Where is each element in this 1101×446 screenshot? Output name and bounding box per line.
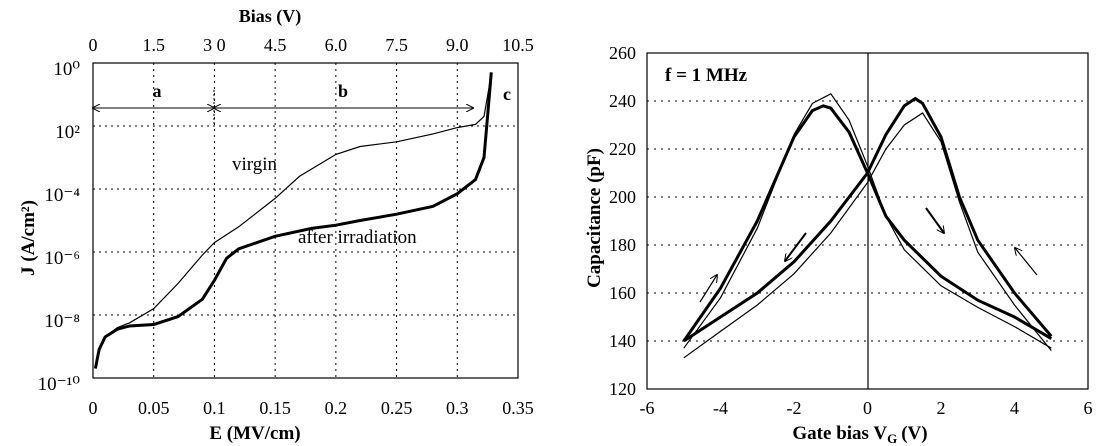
y-tick-label: 140 <box>609 331 636 351</box>
top-axis-label: Bias (V) <box>239 6 302 27</box>
cv-curve-3 <box>683 93 1052 349</box>
sweep-arrow-up-right <box>1015 248 1038 276</box>
left-plot-frame <box>92 62 519 379</box>
x-tick-label: 0.15 <box>259 398 291 418</box>
y-axis-label-capacitance: Capacitance (pF) <box>584 148 605 288</box>
sweep-arrow-down-right <box>925 207 944 233</box>
x-tick-label: 0.1 <box>203 398 226 418</box>
region-label-c: c <box>503 84 511 104</box>
y-tick-label: 10⁻⁶ <box>44 248 80 269</box>
right-chart: Capacitance (pF) Gate bias VG (V) 120 140 1… <box>584 43 1093 446</box>
top-tick-label: 4.5 <box>264 35 287 55</box>
x-tick-label: 0 <box>89 398 98 418</box>
top-tick-label: 0 <box>89 35 98 55</box>
series-virgin-line <box>94 72 492 369</box>
y-tick-label: 180 <box>609 235 636 255</box>
cv-curve-1 <box>682 104 1053 342</box>
x-tick-label: -2 <box>787 398 802 418</box>
x-tick-label: 0 <box>863 398 872 418</box>
sweep-arrow-down-left <box>785 232 807 261</box>
series-after-irradiation-line <box>93 72 493 369</box>
y-tick-label: 120 <box>609 379 636 399</box>
top-tick-label: 3 0 <box>203 35 226 55</box>
x-axis-label: E (MV/cm) <box>209 423 300 444</box>
x-tick-label: 0.35 <box>502 398 534 418</box>
annotation-after-irradiation: after irradiation <box>298 227 417 248</box>
x-axis-label-gate-bias: Gate bias VG (V) <box>792 423 927 446</box>
top-tick-label: 9.0 <box>446 35 469 55</box>
top-tick-label: 1.5 <box>142 35 165 55</box>
x-tick-label: 0.3 <box>446 398 469 418</box>
top-tick-label: 6.0 <box>325 35 348 55</box>
top-tick-label: 10.5 <box>502 35 534 55</box>
x-tick-label: 0.2 <box>325 398 348 418</box>
y-tick-label: 10⁻⁸ <box>44 311 80 332</box>
y-tick-label: 200 <box>609 187 636 207</box>
x-tick-label: 2 <box>937 398 946 418</box>
y-tick-label: 10⁻¹⁰ <box>38 374 81 395</box>
y-tick-label: 240 <box>609 91 636 111</box>
cv-curve-4 <box>683 112 1052 359</box>
y-tick-label: 10⁰ <box>53 59 80 80</box>
left-chart: Bias (V) E (MV/cm) J (A/cm²) 0 0 0.05 1.5 0.… <box>18 6 534 444</box>
region-label-b: b <box>338 81 348 101</box>
x-tick-label: 4 <box>1010 398 1019 418</box>
sweep-arrow-up-left <box>699 275 717 303</box>
x-tick-label: 6 <box>1084 398 1093 418</box>
region-label-a: a <box>153 81 162 101</box>
cv-curve-2 <box>682 96 1053 343</box>
y-axis-label: J (A/cm²) <box>18 200 39 276</box>
x-tick-label: 0.05 <box>138 398 170 418</box>
y-tick-label: 10⁻⁴ <box>44 185 80 206</box>
frequency-annotation: f = 1 MHz <box>665 65 748 86</box>
y-tick-label: 220 <box>609 139 636 159</box>
annotation-virgin: virgin <box>232 154 278 175</box>
y-tick-label: 260 <box>609 43 636 63</box>
y-tick-label: 10² <box>55 122 80 143</box>
x-tick-label: -6 <box>640 398 655 418</box>
top-tick-label: 7.5 <box>385 35 408 55</box>
x-tick-label: 0.25 <box>381 398 413 418</box>
x-tick-label: -4 <box>713 398 728 418</box>
y-tick-label: 160 <box>609 283 636 303</box>
